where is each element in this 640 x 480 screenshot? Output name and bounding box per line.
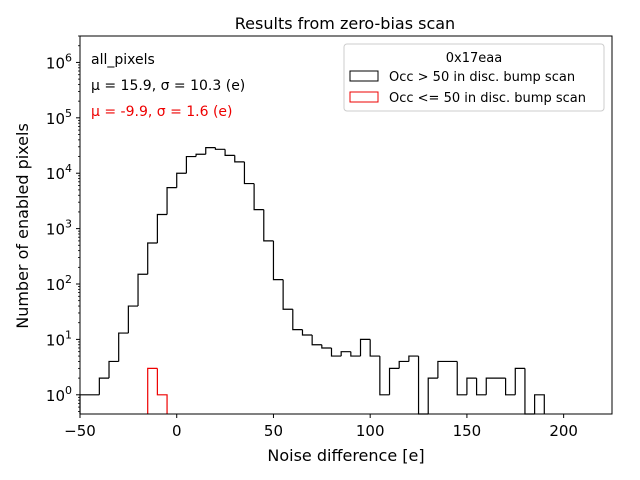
histogram-bin: [118, 332, 129, 362]
histogram-bin: [321, 344, 332, 349]
histogram-bin: [195, 153, 206, 157]
histogram-bin: [292, 309, 303, 331]
plot-frame: [79, 35, 613, 415]
x-tick-label: −50: [64, 422, 96, 440]
histogram-bin: [475, 378, 487, 396]
histogram-bin: [224, 149, 235, 156]
dataset-label: all_pixels: [91, 52, 155, 68]
y-axis-label: Number of enabled pixels: [13, 123, 32, 329]
histogram-bin: [485, 377, 506, 395]
histogram-bin: [147, 367, 158, 414]
x-tick-label: 50: [264, 422, 283, 440]
histogram-bin: [234, 155, 245, 163]
histogram-bin: [282, 279, 293, 310]
histogram-bin: [98, 377, 110, 395]
histogram-bin: [340, 351, 351, 357]
histogram-bin: [311, 335, 322, 346]
x-tick-label: 150: [453, 422, 482, 440]
histogram-bin: [369, 339, 380, 357]
histogram-bin: [427, 377, 438, 414]
histogram-bin: [437, 360, 458, 379]
histogram-bin: [505, 378, 516, 396]
histogram-bin: [330, 347, 342, 357]
histogram-bin: [205, 147, 216, 155]
histogram-bin: [398, 360, 409, 369]
x-axis-ticks: −50 0 50 100 150 200: [64, 414, 578, 440]
legend: 0x17eaa Occ > 50 in disc. bump scan Occ …: [343, 43, 605, 112]
histogram-bin: [534, 394, 545, 414]
histogram-bin: [156, 368, 168, 414]
legend-label-occ-low: Occ <= 50 in disc. bump scan: [389, 91, 586, 106]
histogram-bin: [176, 172, 187, 188]
chart-title: Results from zero-bias scan: [235, 14, 455, 33]
histogram-bin: [137, 273, 148, 307]
legend-swatch-occ-high: [349, 70, 379, 82]
histogram-bin: [253, 183, 264, 211]
histogram-bin: [408, 355, 419, 362]
histogram-bin: [156, 213, 168, 243]
legend-swatch-occ-low: [349, 91, 379, 103]
histogram-bin: [185, 155, 197, 174]
legend-box: [343, 43, 605, 112]
histogram-bin: [301, 329, 313, 336]
histogram-bin: [466, 377, 477, 395]
legend-title: 0x17eaa: [446, 51, 502, 66]
histogram-bin: [379, 356, 390, 396]
histogram-bin: [263, 209, 274, 242]
histogram-bin: [272, 240, 284, 281]
legend-label-occ-high: Occ > 50 in disc. bump scan: [389, 70, 575, 85]
histogram-bin: [214, 147, 226, 150]
histogram-bin: [108, 360, 119, 379]
x-axis-label: Noise difference [e]: [267, 446, 424, 465]
x-tick-label: 0: [172, 422, 182, 440]
histogram-bin: [166, 186, 177, 215]
histogram-bin: [243, 161, 255, 185]
series-occ-low: [147, 367, 168, 414]
stats-low-occupancy: μ = -9.9, σ = 1.6 (e): [91, 104, 233, 120]
histogram-bin: [127, 305, 139, 334]
stats-all-pixels: μ = 15.9, σ = 10.3 (e): [91, 78, 245, 94]
histogram-bin: [456, 361, 467, 396]
histogram-bin: [514, 367, 525, 395]
x-tick-label: 100: [356, 422, 385, 440]
histogram-bin: [350, 351, 361, 357]
histogram-bin: [359, 338, 371, 357]
histogram-bin: [147, 242, 158, 275]
x-tick-label: 200: [549, 422, 578, 440]
histogram-bin: [388, 367, 400, 395]
